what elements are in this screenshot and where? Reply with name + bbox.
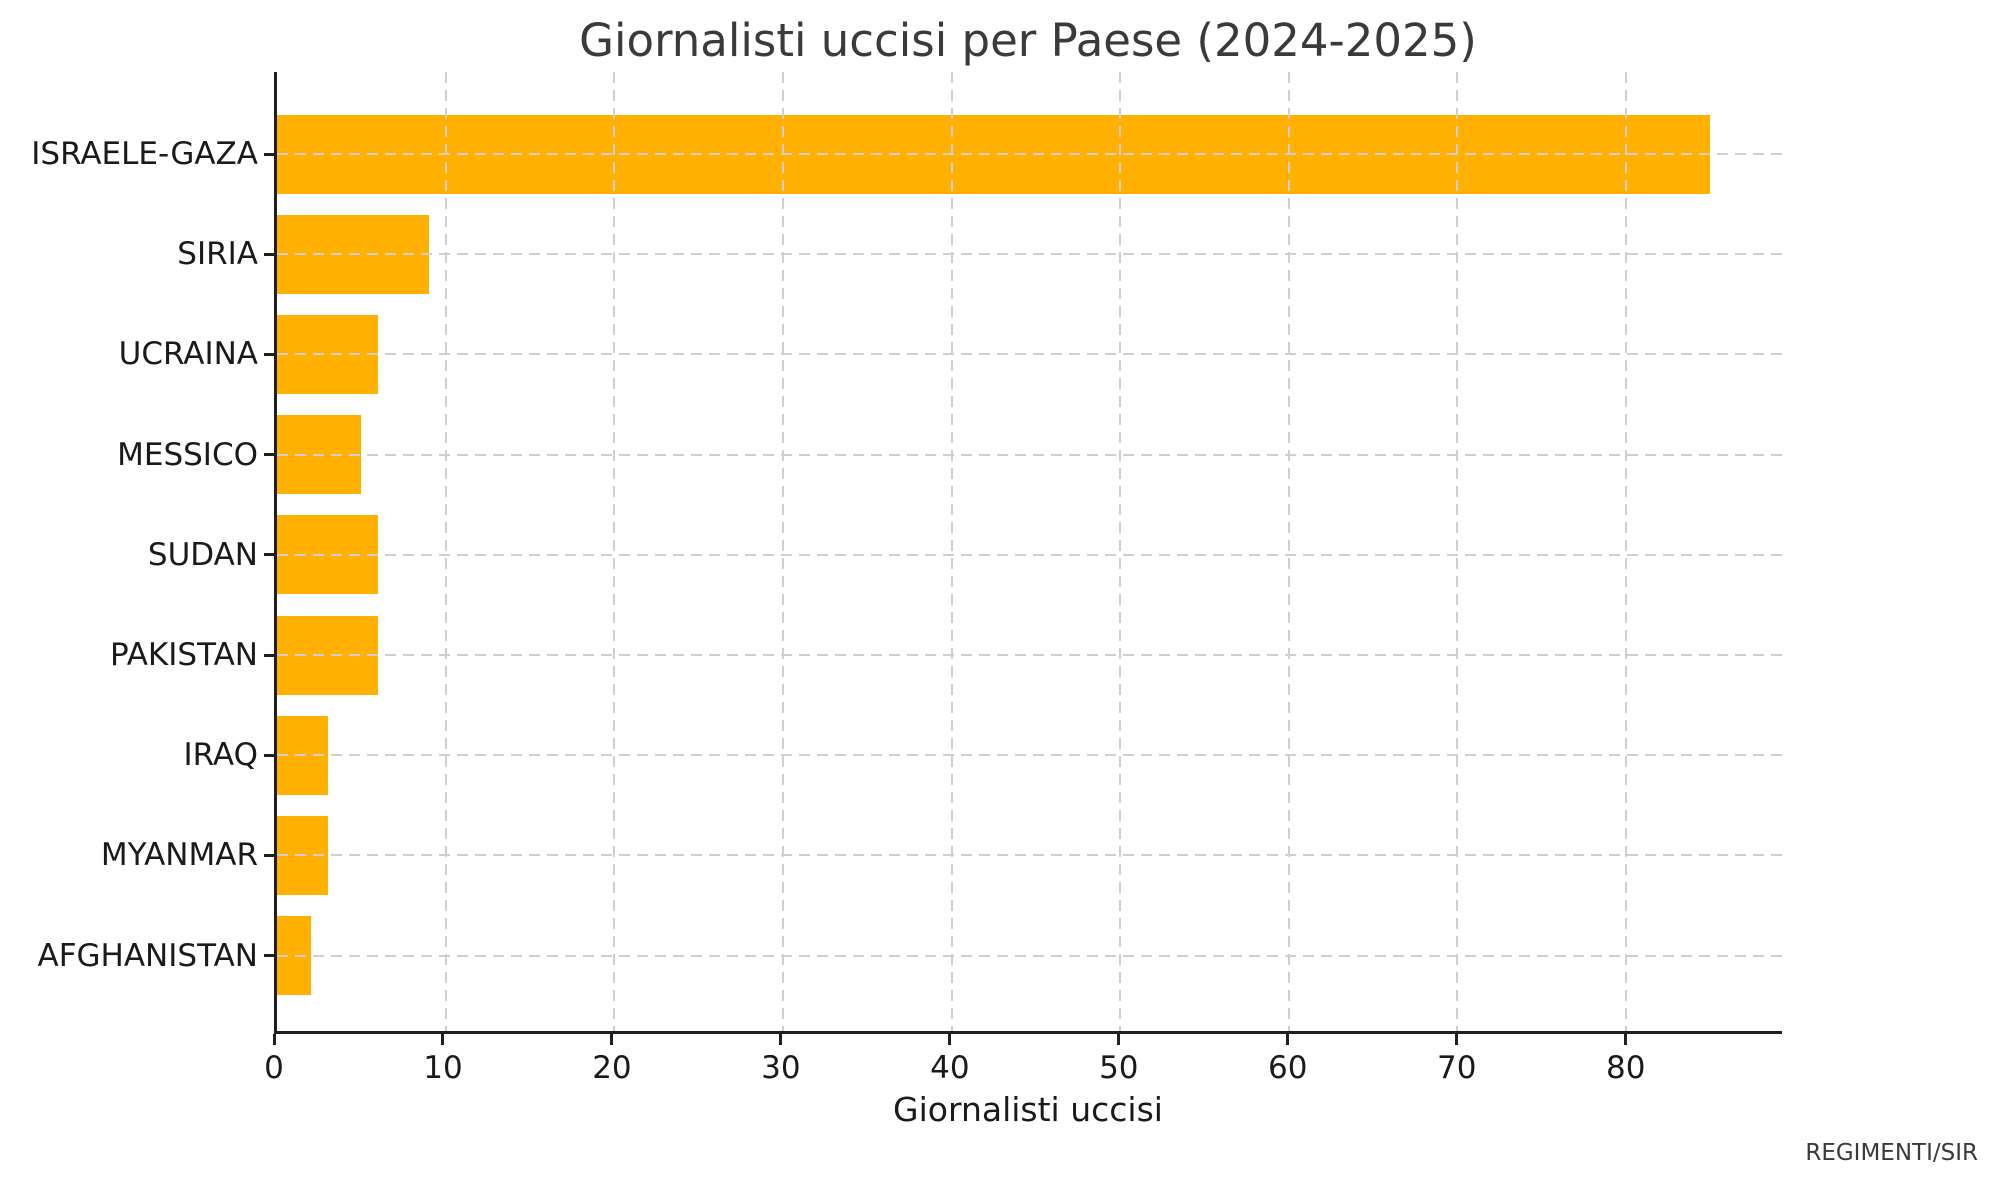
horizontal-gridline-4 [277, 553, 1782, 556]
category-label-messico: MESSICO [117, 436, 258, 473]
y-tick-2 [264, 352, 275, 356]
x-tick-label-50: 50 [1099, 1050, 1139, 1086]
x-tick-30 [779, 1034, 783, 1045]
x-tick-label-30: 30 [761, 1050, 801, 1086]
x-tick-label-70: 70 [1437, 1050, 1477, 1086]
x-axis-title: Giornalisti uccisi [893, 1090, 1163, 1129]
vertical-gridline-60 [1287, 72, 1290, 1031]
horizontal-gridline-7 [277, 854, 1782, 857]
x-tick-60 [1286, 1034, 1290, 1045]
x-tick-label-80: 80 [1605, 1050, 1646, 1086]
plot-area [264, 72, 1782, 1034]
horizontal-gridline-1 [277, 253, 1782, 256]
category-label-sudan: SUDAN [147, 536, 258, 573]
vertical-gridline-70 [1456, 72, 1459, 1031]
vertical-gridline-50 [1119, 72, 1122, 1031]
x-tick-50 [1117, 1034, 1121, 1045]
x-tick-label-20: 20 [592, 1050, 632, 1086]
chart-title: Giornalisti uccisi per Paese (2024-2025) [579, 14, 1477, 67]
category-label-iraq: IRAQ [183, 737, 259, 774]
source-credit: REGIMENTI/SIR [1805, 1140, 1978, 1166]
y-tick-6 [264, 753, 275, 757]
y-tick-1 [264, 252, 275, 256]
vertical-gridline-30 [781, 72, 784, 1031]
vertical-gridline-40 [950, 72, 953, 1031]
y-tick-8 [264, 954, 275, 958]
horizontal-gridline-2 [277, 353, 1782, 356]
x-tick-0 [272, 1034, 276, 1045]
horizontal-gridline-3 [277, 453, 1782, 456]
x-tick-label-60: 60 [1268, 1050, 1308, 1086]
horizontal-gridline-6 [277, 754, 1782, 757]
x-tick-70 [1455, 1034, 1459, 1045]
category-label-ucraina: UCRAINA [118, 336, 258, 373]
y-tick-3 [264, 453, 275, 457]
horizontal-gridline-0 [277, 153, 1782, 155]
x-tick-label-10: 10 [423, 1050, 463, 1086]
horizontal-gridline-5 [277, 654, 1782, 656]
x-tick-label-40: 40 [930, 1050, 970, 1086]
category-label-pakistan: PAKISTAN [110, 637, 258, 673]
vertical-gridline-10 [444, 72, 447, 1031]
x-tick-label-0: 0 [264, 1050, 284, 1086]
category-label-afghanistan: AFGHANISTAN [37, 937, 258, 974]
y-tick-4 [264, 553, 275, 557]
vertical-gridline-20 [613, 72, 616, 1031]
y-tick-5 [264, 653, 275, 657]
category-label-israele-gaza: ISRAELE-GAZA [31, 136, 258, 172]
x-tick-20 [610, 1034, 614, 1045]
y-tick-7 [264, 853, 275, 857]
category-label-myanmar: MYANMAR [100, 837, 258, 874]
y-tick-0 [264, 152, 275, 156]
horizontal-gridline-8 [277, 954, 1782, 957]
x-tick-40 [948, 1034, 952, 1045]
x-tick-10 [441, 1034, 445, 1045]
x-tick-80 [1624, 1034, 1628, 1045]
category-label-siria: SIRIA [177, 236, 258, 273]
vertical-gridline-80 [1625, 72, 1628, 1031]
